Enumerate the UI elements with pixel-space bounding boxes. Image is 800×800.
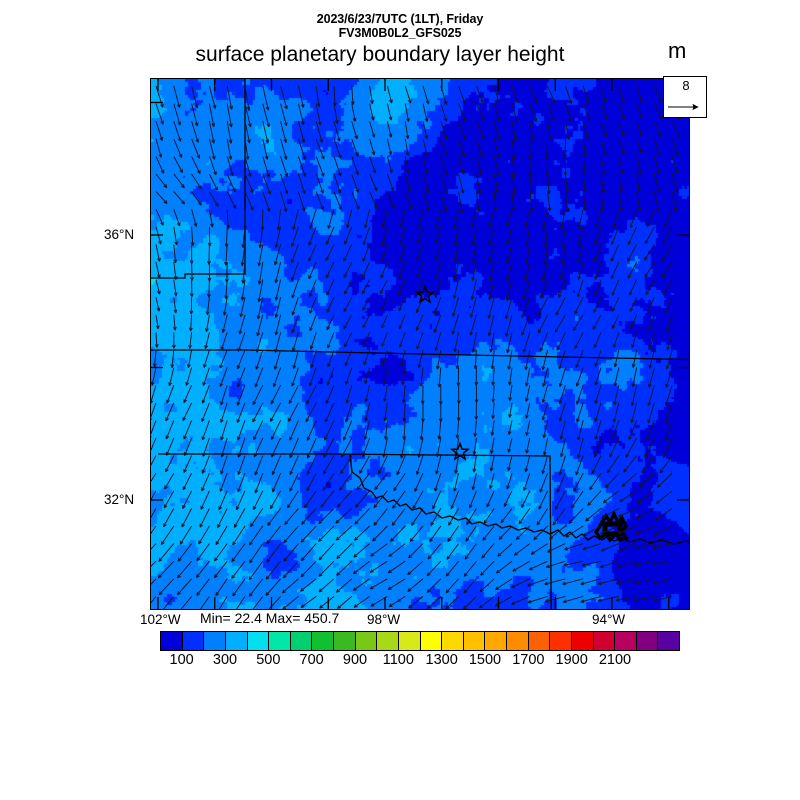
colorbar-segment-12: [420, 632, 443, 650]
map-plot-area: [150, 78, 690, 610]
lon-label-102w: 102°W: [140, 612, 181, 627]
pbl-height-heatmap: [151, 79, 689, 609]
colorbar-segment-15: [485, 632, 507, 650]
colorbar-segment-10: [377, 632, 399, 650]
colorbar-segment-5: [269, 632, 291, 650]
colorbar-segment-11: [398, 632, 421, 650]
colorbar-segment-1: [182, 632, 205, 650]
colorbar-tick-1500: 1500: [468, 652, 502, 668]
colorbar-tick-2100: 2100: [598, 652, 632, 668]
colorbar-tick-900: 900: [342, 652, 368, 668]
colorbar-tick-300: 300: [212, 652, 238, 668]
colorbar-segment-17: [528, 632, 551, 650]
colorbar-segment-8: [334, 632, 356, 650]
colorbar-segment-18: [550, 632, 572, 650]
colorbar-segment-21: [615, 632, 637, 650]
colorbar-tick-1300: 1300: [425, 652, 458, 668]
colorbar-segment-7: [312, 632, 334, 650]
colorbar-segment-14: [463, 632, 486, 650]
colorbar-segment-16: [507, 632, 529, 650]
colorbar-segment-6: [290, 632, 313, 650]
colorbar-tick-1700: 1700: [512, 652, 545, 668]
lon-label-98w: 98°W: [367, 612, 401, 627]
colorbar: 100 300 500 700 900 1100 1300 1500 1700 1900 2100: [160, 631, 680, 668]
page-title: surface planetary boundary layer height: [195, 43, 565, 66]
arrow-right-icon: [668, 103, 699, 111]
colorbar-tick-1100: 1100: [382, 652, 414, 668]
colorbar-tick-1900: 1900: [555, 652, 588, 668]
colorbar-segments: [160, 631, 680, 651]
colorbar-segment-20: [593, 632, 616, 650]
lat-label-32n: 32°N: [104, 492, 135, 507]
colorbar-segment-4: [247, 632, 270, 650]
valid-time-title: 2023/6/23/7UTC (1LT), Friday: [316, 12, 484, 26]
lon-label-94w: 94°W: [592, 612, 626, 627]
colorbar-segment-19: [571, 632, 594, 650]
colorbar-tick-labels: 100 300 500 700 900 1100 1300 1500 1700 1900 2100: [160, 652, 680, 672]
colorbar-segment-13: [442, 632, 464, 650]
reference-vector-value: 8: [682, 78, 690, 93]
reference-vector-legend: 8: [663, 76, 707, 118]
colorbar-segment-22: [636, 632, 659, 650]
colorbar-tick-100: 100: [169, 652, 194, 668]
colorbar-segment-0: [161, 632, 183, 650]
lat-label-36n: 36°N: [104, 227, 135, 242]
colorbar-segment-3: [225, 632, 248, 650]
title-block: 2023/6/23/7UTC (1LT), Friday FV3M0B0L2_G…: [0, 12, 800, 68]
min-max-annotation: Min= 22.4 Max= 450.7: [200, 610, 340, 626]
units-label: m: [668, 38, 687, 63]
colorbar-segment-2: [204, 632, 226, 650]
colorbar-segment-23: [658, 632, 679, 650]
colorbar-tick-500: 500: [256, 652, 281, 668]
colorbar-tick-700: 700: [299, 652, 324, 668]
colorbar-segment-9: [355, 632, 378, 650]
model-name-title: FV3M0B0L2_GFS025: [338, 26, 462, 40]
